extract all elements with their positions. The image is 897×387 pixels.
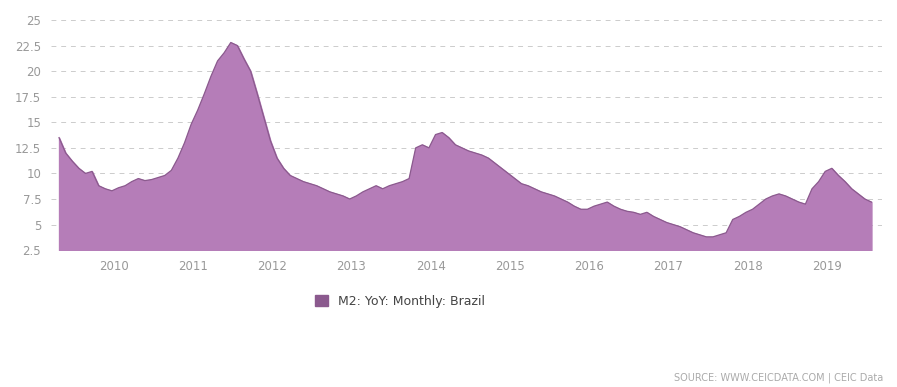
Legend: M2: YoY: Monthly: Brazil: M2: YoY: Monthly: Brazil (310, 290, 490, 313)
Text: SOURCE: WWW.CEICDATA.COM | CEIC Data: SOURCE: WWW.CEICDATA.COM | CEIC Data (675, 373, 884, 383)
